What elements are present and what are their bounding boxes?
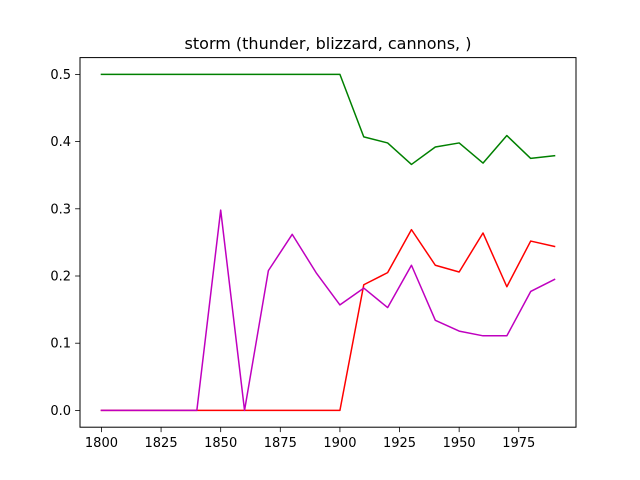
y-tick-label: 0.5	[50, 68, 71, 83]
series-line-1	[100, 73, 556, 166]
y-tick-label: 0.0	[50, 404, 71, 419]
y-tick-label: 0.2	[50, 270, 71, 285]
x-tick-label: 1950	[443, 436, 476, 451]
x-tick-label: 1900	[323, 436, 356, 451]
plot-area	[100, 73, 556, 412]
x-tick-label: 1800	[85, 436, 118, 451]
x-tick-label: 1850	[204, 436, 237, 451]
y-tick-label: 0.3	[50, 202, 71, 217]
x-tick-label: 1925	[383, 436, 416, 451]
x-tick-label: 1825	[145, 436, 178, 451]
x-tick-label: 1975	[502, 436, 535, 451]
chart-title: storm (thunder, blizzard, cannons, )	[185, 34, 472, 53]
y-tick-label: 0.4	[50, 135, 71, 150]
x-tick-label: 1875	[264, 436, 297, 451]
x-axis: 1800 1825 1850 1875 1900 1925 1950 1975	[85, 427, 535, 451]
y-tick-label: 0.1	[50, 337, 71, 352]
axes-frame	[79, 57, 577, 428]
series-line-3	[100, 209, 556, 412]
y-axis: 0.0 0.1 0.2 0.3 0.4 0.5	[50, 68, 80, 419]
